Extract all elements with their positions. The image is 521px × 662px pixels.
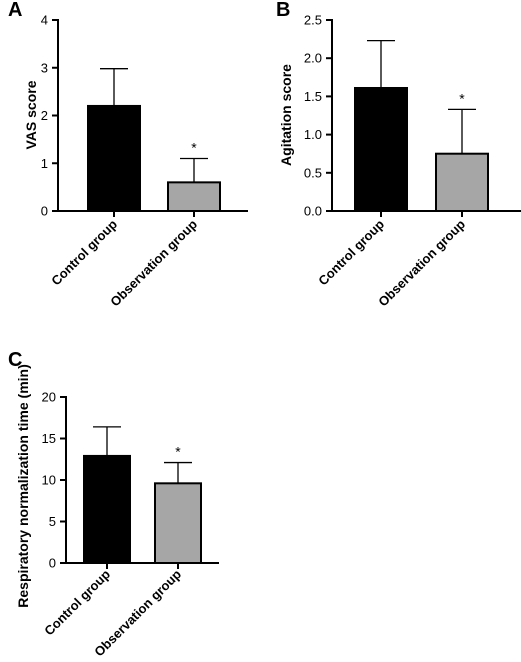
y-axis-title: VAS score — [23, 80, 39, 149]
y-tick-label: 15 — [42, 431, 56, 446]
y-tick-label: 0.0 — [304, 204, 322, 219]
bar-control — [87, 104, 141, 212]
panel-label: B — [276, 0, 290, 21]
x-category-label: Observation group — [107, 216, 200, 309]
bar-control — [83, 454, 131, 564]
y-tick-label: 20 — [42, 390, 56, 405]
y-tick-label: 0 — [49, 556, 56, 571]
panel-label: C — [8, 349, 22, 371]
x-category-label: Control group — [48, 216, 120, 288]
significance-marker: * — [459, 90, 465, 106]
y-axis-title: Respiratory normalization time (min) — [15, 364, 31, 607]
panel-label: A — [8, 0, 22, 21]
y-tick-label: 5 — [49, 514, 56, 529]
y-tick-label: 4 — [41, 13, 48, 28]
y-tick-label: 1.0 — [304, 127, 322, 142]
bar-observation — [154, 482, 202, 565]
bar-observation — [435, 152, 489, 212]
x-category-label: Observation group — [375, 216, 468, 309]
chart-panel-b: B Agitation score * 0.0 0.5 1.0 1.5 2.0 2.5 Contr… — [276, 0, 521, 309]
y-tick-label: 3 — [41, 60, 48, 75]
x-category-label: Control group — [315, 216, 387, 288]
bar-observation — [167, 181, 221, 213]
y-axis-title: Agitation score — [278, 64, 294, 166]
y-tick-label: 0 — [41, 204, 48, 219]
y-tick-label: 10 — [42, 473, 56, 488]
significance-marker: * — [191, 139, 197, 155]
y-tick-label: 0.5 — [304, 165, 322, 180]
y-tick-label: 2.5 — [304, 13, 322, 28]
x-category-label: Control group — [41, 566, 113, 638]
y-tick-label: 2 — [41, 108, 48, 123]
y-tick-label: 1.5 — [304, 89, 322, 104]
chart-panel-a: A VAS score * 0 1 2 3 4 Control groupObservation… — [8, 0, 248, 309]
bar-control — [354, 86, 408, 212]
y-tick-label: 2.0 — [304, 51, 322, 66]
y-tick-label: 1 — [41, 156, 48, 171]
significance-marker: * — [175, 444, 181, 460]
